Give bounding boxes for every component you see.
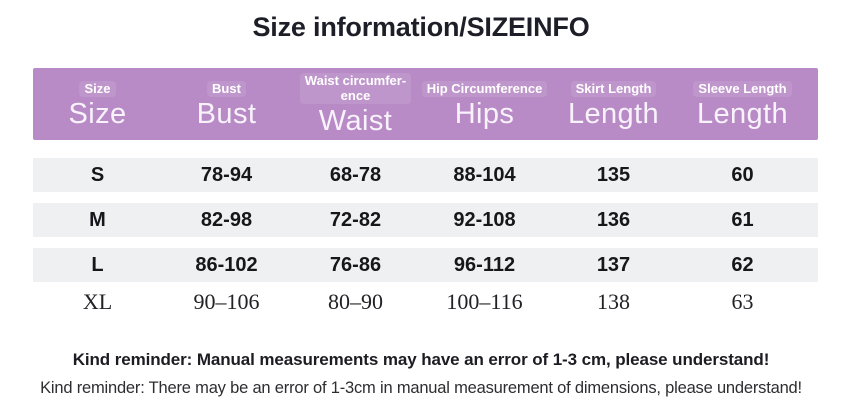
cell-size: L xyxy=(91,253,104,276)
cell-hips: 88-104 xyxy=(453,163,516,186)
column-header-sleeve-length-title: Length xyxy=(696,98,789,131)
table-body: S 78-94 68-78 88-104 135 60 M 82-98 72-8… xyxy=(33,158,818,322)
column-header-skirt-length-subtitle: Skirt Length xyxy=(570,80,657,98)
cell-hips: 92-108 xyxy=(453,208,516,231)
column-header-size-subtitle: Size xyxy=(79,80,116,98)
cell-skirt-length: 135 xyxy=(596,163,631,186)
column-header-skirt-length: Skirt Length Length xyxy=(549,68,678,140)
table-row-xl: XL 90–106 80–90 100–116 138 63 xyxy=(33,282,818,322)
cell-size: M xyxy=(89,208,106,231)
column-header-waist: Waist circumfer- ence Waist xyxy=(291,68,420,140)
cell-sleeve-length: 61 xyxy=(731,208,754,231)
cell-hips: 96-112 xyxy=(453,253,516,276)
column-header-hips-subtitle: Hip Circumference xyxy=(421,80,548,98)
column-header-bust-subtitle: Bust xyxy=(207,80,246,98)
column-header-hips: Hip Circumference Hips xyxy=(420,68,549,140)
column-header-hips-title: Hips xyxy=(454,98,515,131)
cell-size: XL xyxy=(82,289,113,314)
cell-waist: 72-82 xyxy=(329,208,382,231)
column-header-size: Size Size xyxy=(33,68,162,140)
table-header-row: Size Size Bust Bust Waist circumfer- enc… xyxy=(33,68,818,140)
column-header-sleeve-length-subtitle: Sleeve Length xyxy=(693,80,792,98)
cell-size: S xyxy=(90,163,105,186)
footer-notes: Kind reminder: Manual measurements may h… xyxy=(0,350,842,398)
table-row-s: S 78-94 68-78 88-104 135 60 xyxy=(33,158,818,192)
column-header-waist-subtitle: Waist circumfer- ence xyxy=(299,73,412,105)
cell-sleeve-length: 63 xyxy=(731,289,754,314)
cell-sleeve-length: 60 xyxy=(731,163,754,186)
table-row-l: L 86-102 76-86 96-112 137 62 xyxy=(33,248,818,282)
cell-sleeve-length: 62 xyxy=(731,253,754,276)
cell-skirt-length: 137 xyxy=(596,253,631,276)
cell-bust: 86-102 xyxy=(195,253,258,276)
cell-bust: 78-94 xyxy=(200,163,253,186)
cell-hips: 100–116 xyxy=(446,289,523,314)
cell-bust: 90–106 xyxy=(193,289,260,314)
cell-waist: 76-86 xyxy=(329,253,382,276)
column-header-bust-title: Bust xyxy=(196,98,257,131)
column-header-waist-title: Waist xyxy=(318,105,393,138)
table-row-m: M 82-98 72-82 92-108 136 61 xyxy=(33,203,818,237)
reminder-note-bold: Kind reminder: Manual measurements may h… xyxy=(72,350,770,369)
cell-waist: 80–90 xyxy=(328,289,383,314)
column-header-sleeve-length: Sleeve Length Length xyxy=(678,68,807,140)
size-table: Size Size Bust Bust Waist circumfer- enc… xyxy=(33,68,818,322)
page-title: Size information/SIZEINFO xyxy=(252,12,590,42)
cell-waist: 68-78 xyxy=(329,163,382,186)
reminder-note-regular: Kind reminder: There may be an error of … xyxy=(40,379,802,397)
column-header-skirt-length-title: Length xyxy=(567,98,660,131)
cell-skirt-length: 138 xyxy=(597,289,630,314)
column-header-size-title: Size xyxy=(68,98,127,131)
column-header-bust: Bust Bust xyxy=(162,68,291,140)
cell-skirt-length: 136 xyxy=(596,208,631,231)
cell-bust: 82-98 xyxy=(200,208,253,231)
